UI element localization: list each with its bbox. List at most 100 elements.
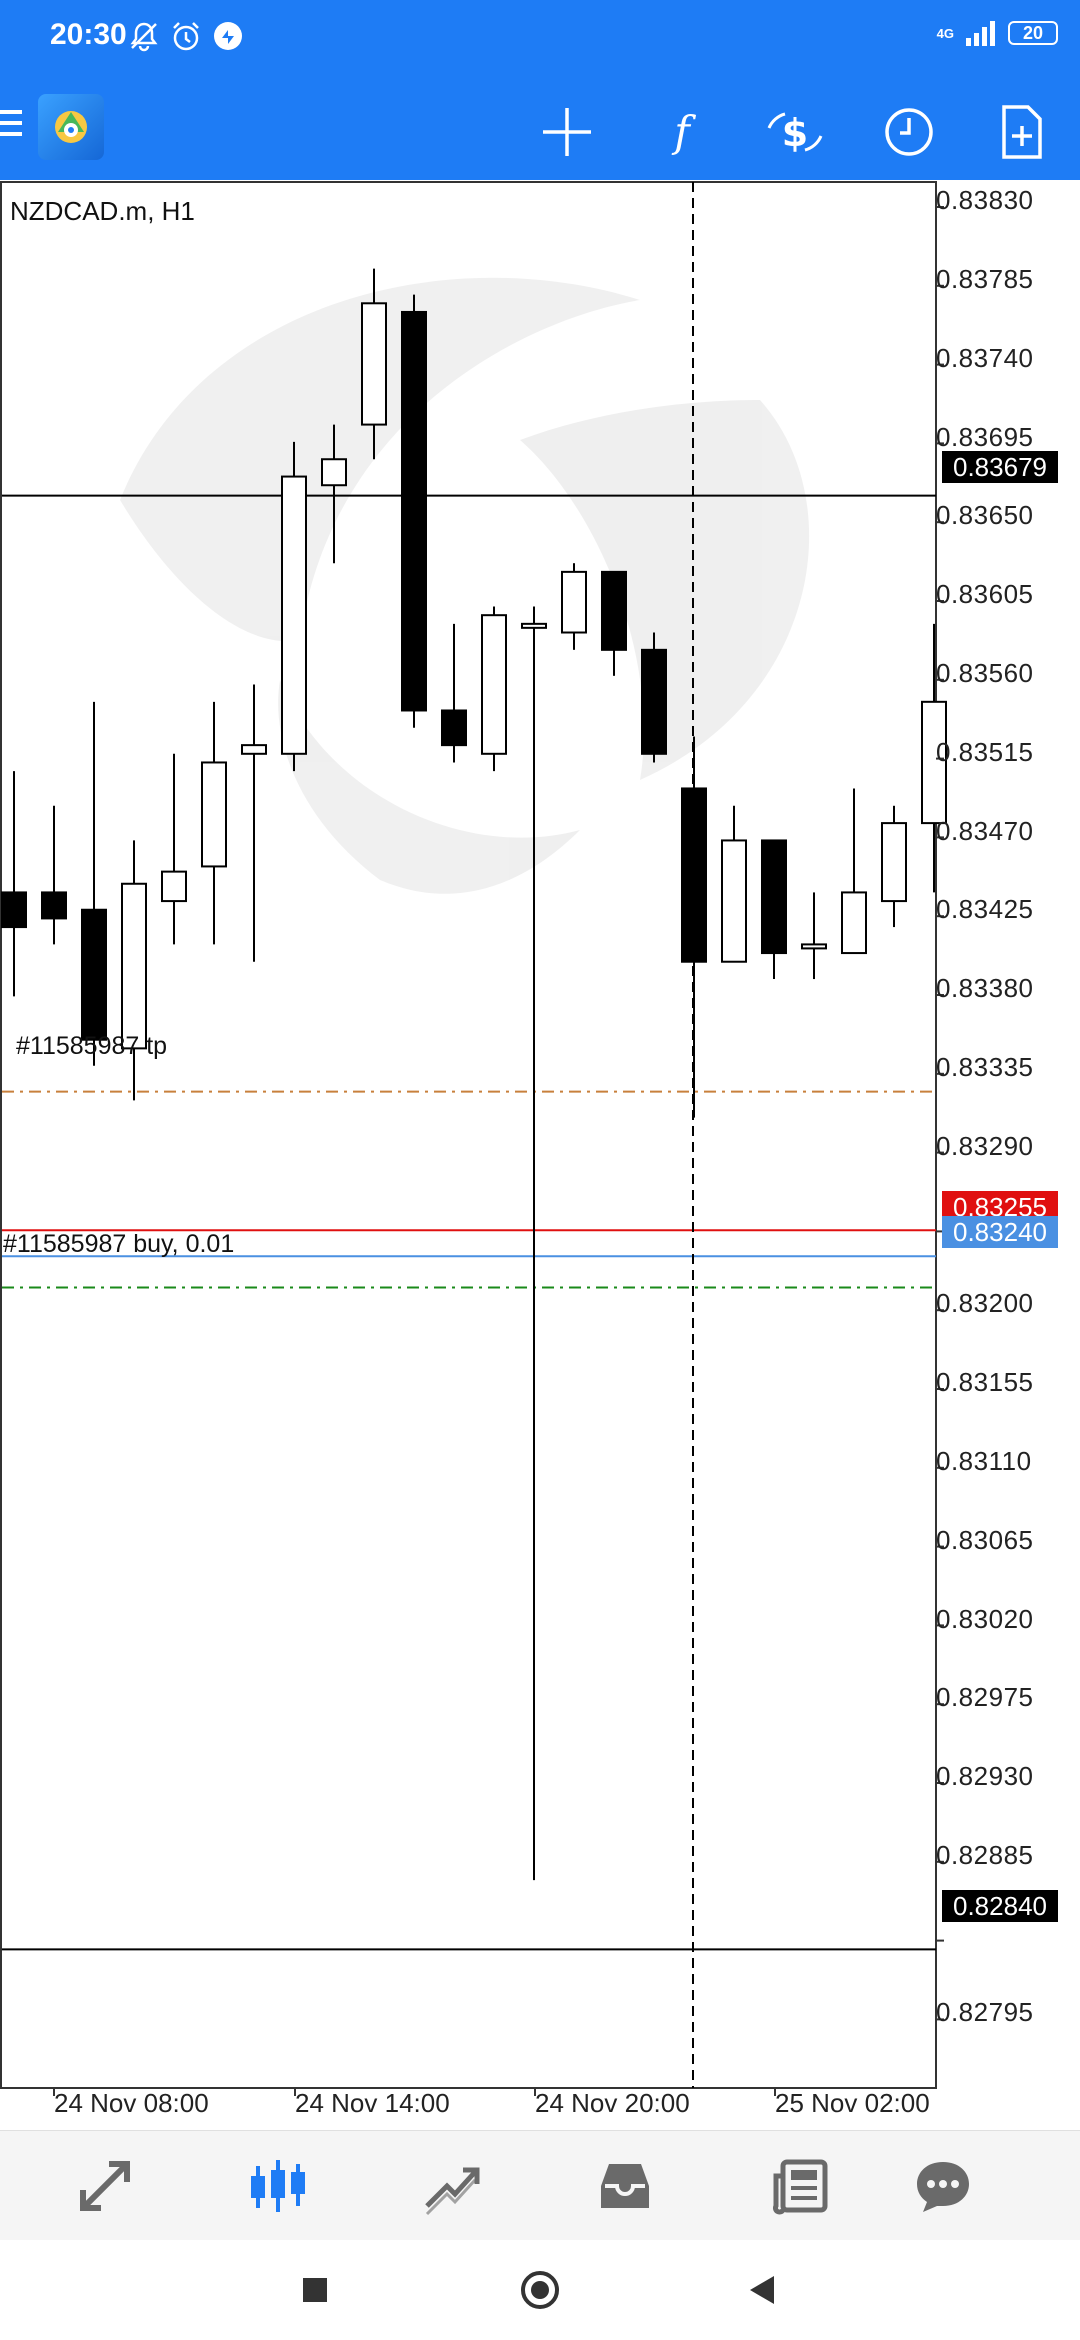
candle <box>601 570 627 676</box>
bear-candle-body <box>1 891 27 929</box>
nav-quotes[interactable] <box>70 2151 140 2221</box>
bull-candle-body <box>841 891 867 955</box>
chart-area[interactable]: NZDCAD.m, H1 0.83830 0.83785 0.83740 0.8… <box>0 180 1080 2130</box>
bull-candle-body <box>481 614 507 755</box>
symbol-switch-tool[interactable]: $ <box>763 100 827 164</box>
timeframe-tool[interactable] <box>877 100 941 164</box>
bull-candle-body <box>241 744 267 755</box>
bear-candle-body <box>681 787 707 963</box>
alarm-icon <box>173 22 199 51</box>
bull-candle-body <box>361 302 387 426</box>
candle <box>81 701 107 1066</box>
price-tick: 0.83605 <box>936 579 1034 609</box>
bear-candle-body <box>601 570 627 651</box>
chart-canvas[interactable] <box>0 180 1080 2130</box>
top-bar: 20:30 4G 20 <box>0 0 1080 180</box>
time-tick: 24 Nov 08:00 <box>54 2088 209 2118</box>
nav-news[interactable] <box>766 2151 836 2221</box>
time-tick: 25 Nov 02:00 <box>775 2088 930 2118</box>
price-tick: 0.83650 <box>936 500 1034 530</box>
price-tick: 0.83020 <box>936 1604 1034 1634</box>
bear-candle-body <box>401 310 427 712</box>
price-tick: 0.83290 <box>936 1131 1034 1161</box>
bull-candle-body <box>881 822 907 903</box>
candle <box>521 606 547 1881</box>
home-button[interactable] <box>520 2270 560 2310</box>
symbol-label: NZDCAD.m, H1 <box>10 196 195 226</box>
back-button[interactable] <box>742 2270 782 2310</box>
price-tick: 0.83380 <box>936 973 1034 1003</box>
price-tick: 0.83065 <box>936 1525 1034 1555</box>
bear-candle-body <box>41 891 67 920</box>
candle <box>1 771 27 997</box>
nav-chart[interactable] <box>243 2151 313 2221</box>
candle <box>881 805 907 928</box>
price-axis-ticks <box>936 206 944 2021</box>
bull-candle-body <box>921 700 947 825</box>
trend-icon <box>425 2167 480 2216</box>
current-price-box: 0.83679 <box>942 451 1058 483</box>
bear-candle-body <box>641 648 667 755</box>
bottom-nav <box>0 2130 1080 2241</box>
clock-icon <box>885 108 933 156</box>
hamburger-icon[interactable] <box>0 110 22 138</box>
function-glyph: f <box>671 107 696 156</box>
tp-order-label[interactable]: #11585987 tp <box>16 1032 168 1060</box>
bull-candle-body <box>321 458 347 487</box>
currency-exchange-icon: $ <box>767 111 823 155</box>
inbox-icon <box>601 2164 649 2208</box>
candle <box>201 701 227 945</box>
candle <box>321 424 347 564</box>
back-triangle-icon <box>750 2276 774 2304</box>
currency-glyph: $ <box>782 111 808 155</box>
buy-order-label[interactable]: #11585987 buy, 0.01 <box>3 1230 235 1258</box>
recent-apps-button[interactable] <box>295 2270 335 2310</box>
price-tick: 0.83830 <box>936 185 1034 215</box>
candle <box>921 623 947 893</box>
price-tick: 0.82930 <box>936 1761 1034 1791</box>
candle <box>401 294 427 728</box>
nav-trade[interactable] <box>416 2151 486 2221</box>
candle <box>121 840 147 1101</box>
candle <box>801 892 827 980</box>
bear-candle-body <box>441 709 467 747</box>
crosshair-tool[interactable] <box>535 100 599 164</box>
bull-candle-body <box>201 761 227 868</box>
bear-candle-body <box>761 839 787 955</box>
price-tick: 0.83110 <box>936 1446 1032 1476</box>
network-label: 4G <box>936 25 954 41</box>
indicators-tool[interactable]: f <box>650 100 714 164</box>
arrows-icon <box>80 2161 130 2211</box>
bell-off-icon <box>130 22 158 52</box>
candle <box>561 563 587 650</box>
price-tick: 0.83335 <box>936 1052 1034 1082</box>
candle <box>441 623 467 763</box>
nav-history[interactable] <box>590 2151 660 2221</box>
bull-candle-body <box>561 570 587 634</box>
status-right: 4G 20 <box>937 20 1058 46</box>
bull-candle-body <box>161 870 187 903</box>
price-tick: 0.83560 <box>936 658 1034 688</box>
bull-candle-body <box>721 839 747 963</box>
price-tick: 0.83470 <box>936 816 1034 846</box>
chat-icon <box>917 2162 969 2212</box>
new-order-tool[interactable] <box>990 100 1054 164</box>
metatrader-logo-icon[interactable] <box>38 94 104 160</box>
signal-icon <box>966 21 995 46</box>
bull-candle-body <box>121 882 147 1050</box>
candles-group <box>1 268 947 1881</box>
price-tick: 0.83425 <box>936 894 1034 924</box>
candle <box>841 788 867 955</box>
status-time: 20:30 <box>50 18 127 51</box>
price-tick: 0.83740 <box>936 343 1034 373</box>
nav-messages[interactable] <box>908 2151 978 2221</box>
price-tick: 0.83695 <box>936 422 1034 452</box>
square-icon <box>303 2278 327 2302</box>
bear-candle-body <box>81 908 107 1041</box>
bull-candle-body <box>521 622 547 629</box>
candles-icon <box>251 2160 305 2212</box>
price-tick: 0.83785 <box>936 264 1034 294</box>
home-circle-icon <box>521 2271 559 2309</box>
candle <box>721 805 747 963</box>
